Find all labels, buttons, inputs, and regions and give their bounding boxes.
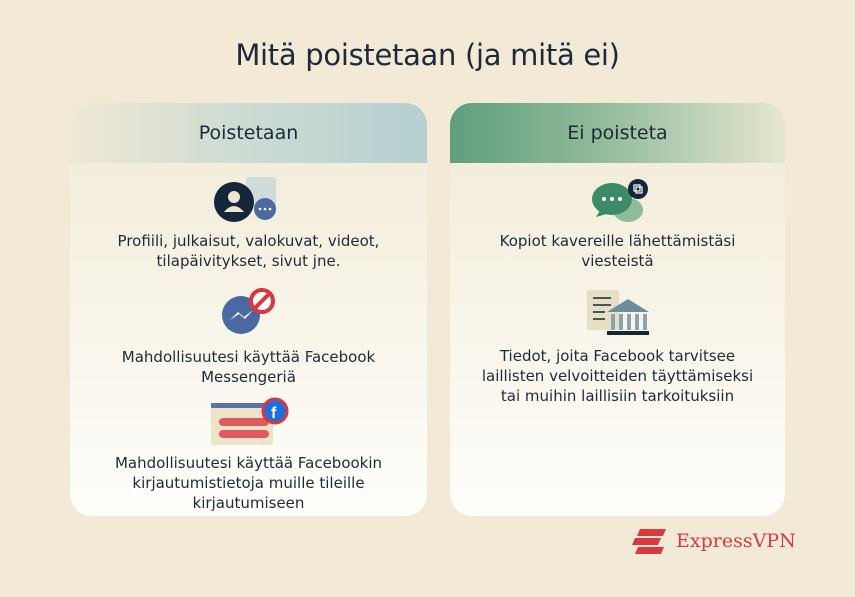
svg-text:f: f	[271, 405, 277, 422]
not-deleted-card: Ei poisteta Kopiot kavereille lähettämis…	[450, 103, 785, 516]
legal-document-bank-icon	[586, 290, 649, 335]
not-deleted-item-copies: Kopiot kavereille lähettämistäsi viestei…	[499, 232, 736, 270]
brand-name: ExpressVPN	[676, 530, 796, 552]
not-deleted-item-legal: Tiedot, joita Facebook tarvitsee laillis…	[481, 347, 754, 405]
profile-posts-icon	[213, 177, 276, 222]
page-title: Mitä poistetaan (ja mitä ei)	[235, 38, 620, 72]
deleted-item-messenger: Mahdollisuutesi käyttää Facebook Messeng…	[121, 348, 376, 386]
expressvpn-logo-icon	[632, 529, 666, 554]
deleted-item-profile: Profiili, julkaisut, valokuvat, videot, …	[117, 232, 380, 270]
deleted-heading: Poistetaan	[70, 103, 427, 163]
facebook-login-blocked-icon: f	[210, 397, 288, 445]
expressvpn-logo: ExpressVPN	[632, 527, 796, 555]
messenger-blocked-icon	[221, 288, 275, 334]
copied-messages-icon	[591, 179, 648, 222]
deleted-item-login: Mahdollisuutesi käyttää Facebookin kirja…	[114, 454, 383, 512]
not-deleted-heading: Ei poisteta	[450, 103, 785, 163]
deleted-card: Poistetaan Profiili, julkaisut, valokuva…	[70, 103, 427, 516]
